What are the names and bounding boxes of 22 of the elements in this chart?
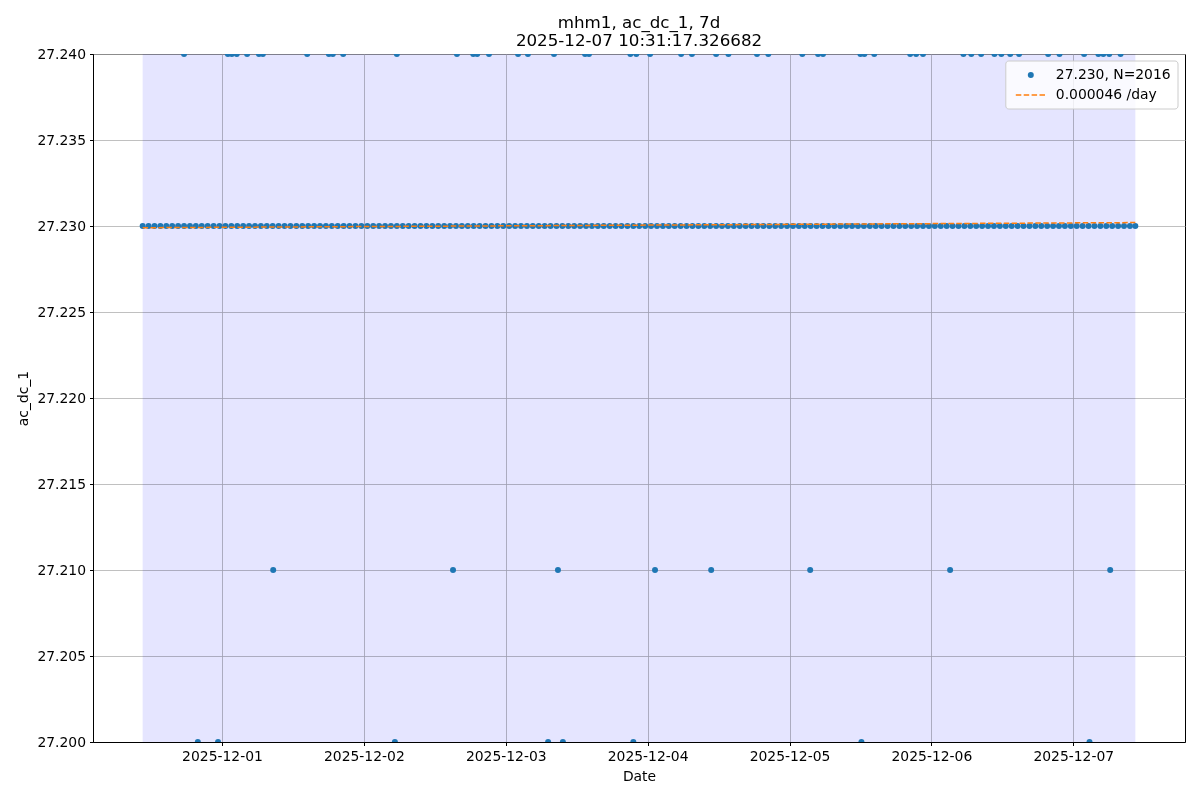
chart-title: mhm1, ac_dc_1, 7d — [557, 11, 721, 33]
legend-label: 27.230, N=2016 — [1055, 66, 1171, 82]
x-tick-label: 2025-12-04 — [607, 748, 689, 764]
x-tick-label: 2025-12-03 — [465, 748, 547, 764]
x-tick-label: 2025-12-05 — [749, 748, 831, 764]
y-tick-label: 27.230 — [37, 217, 86, 234]
x-tick-label: 2025-12-02 — [323, 748, 405, 764]
y-tick-label: 27.200 — [37, 733, 86, 750]
y-tick-label: 27.235 — [37, 131, 86, 148]
x-tick-label: 2025-12-06 — [891, 748, 973, 764]
x-tick-label: 2025-12-01 — [182, 748, 263, 764]
y-tick-label: 27.220 — [37, 389, 86, 406]
y-tick-label: 27.210 — [37, 561, 86, 578]
x-axis-title: Date — [622, 767, 657, 784]
x-tick-label: 2025-12-07 — [1033, 748, 1115, 764]
y-tick-label: 27.240 — [37, 45, 86, 62]
y-tick-label: 27.225 — [37, 303, 86, 320]
chart-subtitle: 2025-12-07 10:31:17.326682 — [515, 30, 763, 51]
y-tick-label: 27.215 — [37, 475, 86, 492]
y-axis-title: ac_dc_1 — [15, 370, 32, 427]
y-tick-label: 27.205 — [37, 647, 86, 664]
legend-label: 0.000046 /day — [1055, 86, 1157, 102]
